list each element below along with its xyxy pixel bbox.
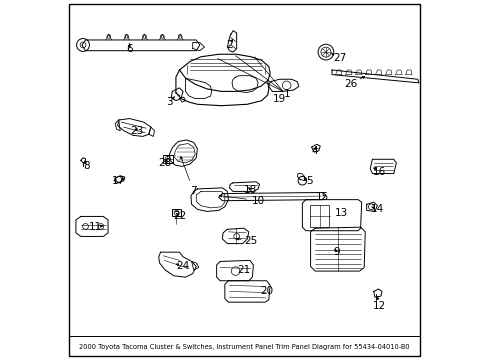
Text: 25: 25 [244, 237, 257, 247]
Text: 9: 9 [333, 247, 339, 257]
Text: 8: 8 [83, 161, 90, 171]
Text: 11: 11 [88, 222, 102, 232]
Text: 13: 13 [334, 208, 347, 218]
Text: 6: 6 [126, 44, 133, 54]
Text: 5: 5 [305, 176, 312, 186]
Text: 21: 21 [237, 265, 250, 275]
Text: 7: 7 [190, 186, 197, 197]
Bar [172, 208, 181, 216]
Text: 14: 14 [370, 204, 383, 214]
Text: 26: 26 [344, 79, 357, 89]
Text: 3: 3 [166, 97, 172, 107]
Text: 10: 10 [251, 196, 264, 206]
Text: 23: 23 [130, 126, 143, 136]
Text: 17: 17 [112, 176, 125, 186]
Bar [309, 205, 328, 227]
Text: 12: 12 [372, 301, 386, 311]
Text: 20: 20 [260, 287, 273, 296]
Text: 19: 19 [272, 94, 285, 104]
Text: 16: 16 [372, 167, 386, 177]
Text: 2: 2 [226, 40, 232, 50]
Text: 27: 27 [333, 53, 346, 63]
Text: 4: 4 [311, 146, 318, 156]
Text: 1: 1 [283, 89, 289, 99]
Text: 24: 24 [176, 261, 189, 271]
Text: 18: 18 [244, 185, 257, 195]
Text: 15: 15 [315, 192, 328, 202]
Text: 28: 28 [158, 158, 171, 168]
Bar [163, 155, 173, 163]
Text: 2000 Toyota Tacoma Cluster & Switches, Instrument Panel Trim Panel Diagram for 5: 2000 Toyota Tacoma Cluster & Switches, I… [79, 344, 409, 350]
Text: 22: 22 [172, 211, 186, 221]
